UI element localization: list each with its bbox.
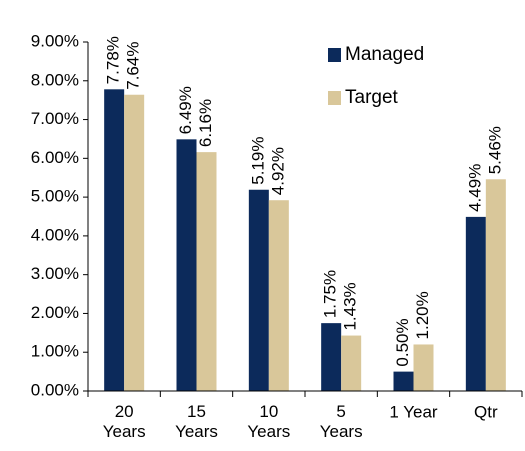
x-tick-label: 1 Year (389, 402, 438, 421)
bar (176, 139, 197, 391)
y-tick-label: 4.00% (31, 225, 79, 244)
y-tick-label: 8.00% (31, 70, 79, 89)
y-tick-label: 5.00% (31, 187, 79, 206)
y-tick-label: 2.00% (31, 303, 79, 322)
value-label: 4.49% (465, 164, 484, 212)
x-tick-label: Qtr (474, 402, 498, 421)
value-label: 5.46% (485, 126, 504, 174)
value-label: 1.75% (321, 270, 340, 318)
value-label: 1.43% (341, 282, 360, 330)
bar (248, 189, 269, 391)
y-tick-label: 3.00% (31, 264, 79, 283)
y-tick-label: 9.00% (31, 31, 79, 50)
bar (321, 323, 342, 391)
y-tick-label: 0.00% (31, 380, 79, 399)
bar (196, 152, 217, 391)
y-tick-label: 7.00% (31, 109, 79, 128)
value-label: 4.92% (268, 147, 287, 195)
legend-swatch (328, 48, 341, 62)
bar (393, 371, 414, 391)
x-tick-label: 5 Years (320, 402, 363, 441)
bar (104, 89, 125, 391)
value-label: 7.64% (124, 42, 143, 90)
bar (485, 179, 506, 391)
value-label: 7.78% (104, 36, 123, 84)
value-label: 0.50% (393, 318, 412, 366)
y-tick-label: 1.00% (31, 342, 79, 361)
x-tick-label: 15 Years (175, 402, 218, 441)
value-label: 6.49% (176, 86, 195, 134)
y-tick-label: 6.00% (31, 148, 79, 167)
x-tick-label: 10 Years (247, 402, 290, 441)
legend-swatch (328, 91, 341, 105)
bar (341, 335, 362, 391)
value-label: 5.19% (248, 137, 267, 185)
bar (465, 216, 486, 391)
bar (413, 344, 434, 391)
x-tick-label: 20 Years (103, 402, 146, 441)
legend-label: Managed (345, 44, 424, 65)
bar (268, 200, 289, 391)
value-label: 1.20% (413, 291, 432, 339)
legend-label: Target (345, 87, 399, 108)
value-label: 6.16% (196, 99, 215, 147)
bar (124, 94, 145, 391)
